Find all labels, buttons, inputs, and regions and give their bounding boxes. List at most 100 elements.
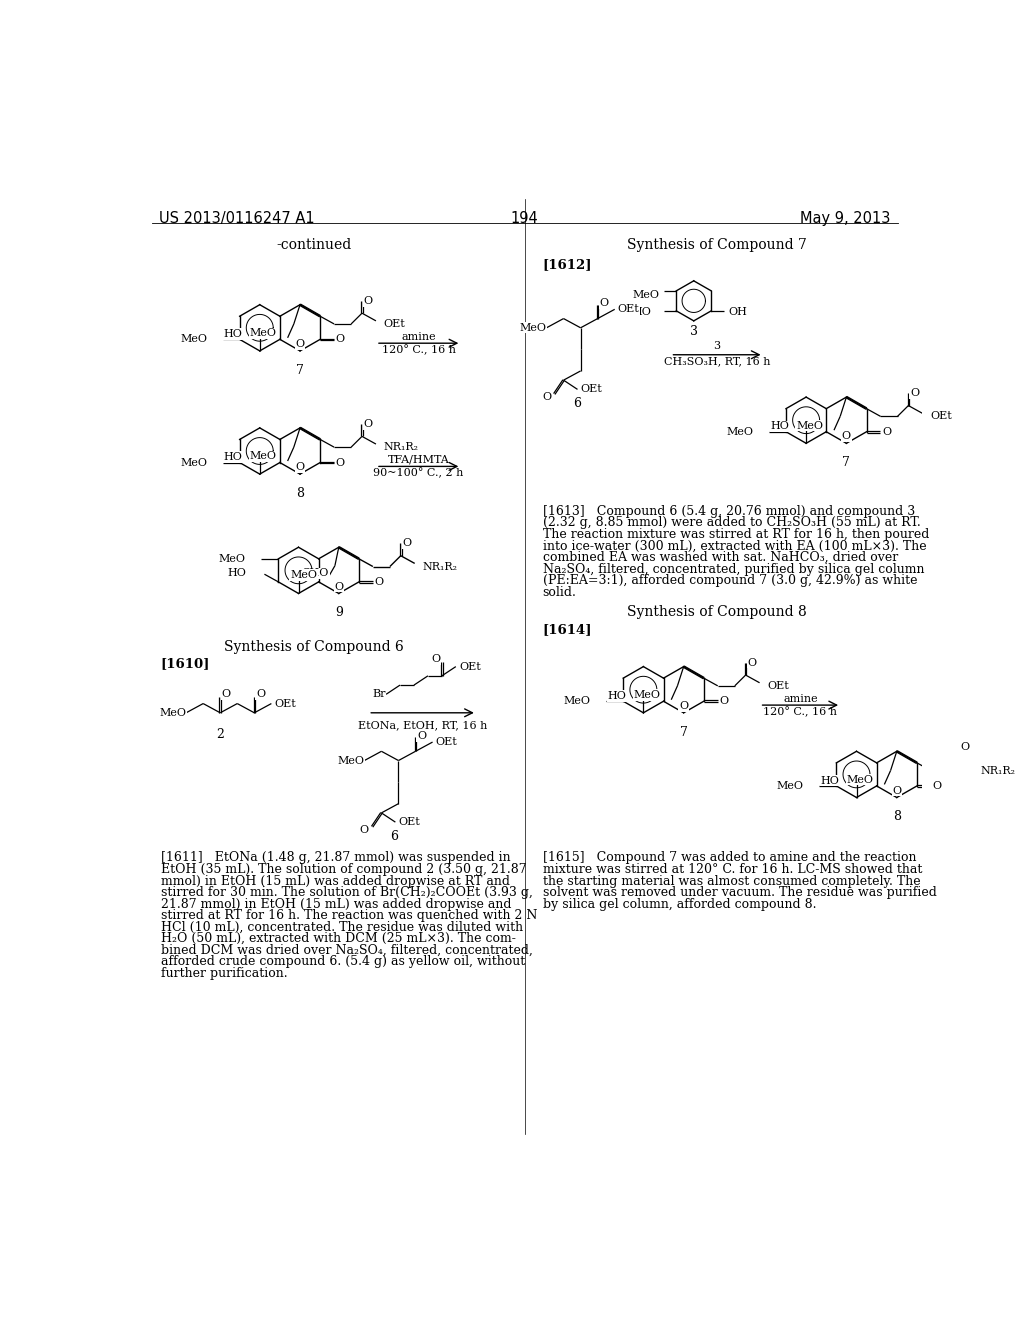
Text: O: O — [748, 657, 757, 668]
Text: [1613]   Compound 6 (5.4 g, 20.76 mmol) and compound 3: [1613] Compound 6 (5.4 g, 20.76 mmol) an… — [543, 506, 914, 517]
Text: HO: HO — [633, 308, 651, 317]
Text: MeO: MeO — [159, 708, 186, 718]
Text: afforded crude compound 6. (5.4 g) as yellow oil, without: afforded crude compound 6. (5.4 g) as ye… — [161, 956, 524, 969]
Text: TFA/HMTA: TFA/HMTA — [388, 455, 450, 465]
Text: OEt: OEt — [435, 737, 458, 747]
Text: HCl (10 mL), concentrated. The residue was diluted with: HCl (10 mL), concentrated. The residue w… — [161, 921, 522, 933]
Text: OEt: OEt — [398, 817, 420, 828]
Text: O: O — [599, 298, 608, 308]
Text: O: O — [334, 582, 343, 591]
Text: [1610]: [1610] — [161, 657, 210, 671]
Text: MeO: MeO — [519, 323, 547, 333]
Text: OEt: OEt — [617, 305, 640, 314]
Text: OEt: OEt — [459, 661, 480, 672]
Text: bined DCM was dried over Na₂SO₄, filtered, concentrated,: bined DCM was dried over Na₂SO₄, filtere… — [161, 944, 532, 957]
Text: HO: HO — [820, 776, 840, 785]
Text: solvent was removed under vacuum. The residue was purified: solvent was removed under vacuum. The re… — [543, 886, 937, 899]
Text: 8: 8 — [296, 487, 304, 500]
Text: O: O — [910, 388, 920, 399]
Text: 6: 6 — [572, 397, 581, 409]
Text: O: O — [359, 825, 369, 834]
Text: O: O — [336, 334, 345, 345]
Text: stirred at RT for 16 h. The reaction was quenched with 2 N: stirred at RT for 16 h. The reaction was… — [161, 909, 537, 923]
Text: MeO: MeO — [563, 696, 591, 706]
Text: Synthesis of Compound 7: Synthesis of Compound 7 — [627, 238, 807, 252]
Text: 120° C., 16 h: 120° C., 16 h — [382, 345, 456, 355]
Text: OEt: OEt — [581, 384, 602, 395]
Text: OEt: OEt — [767, 681, 790, 690]
Text: O: O — [431, 653, 440, 664]
Text: further purification.: further purification. — [161, 966, 287, 979]
Text: HO: HO — [607, 690, 627, 701]
Text: MeO: MeO — [632, 290, 659, 301]
Text: 7: 7 — [680, 726, 687, 739]
Text: solid.: solid. — [543, 586, 577, 599]
Text: O: O — [892, 785, 901, 796]
Text: 8: 8 — [893, 810, 901, 824]
Text: Synthesis of Compound 8: Synthesis of Compound 8 — [627, 605, 807, 619]
Text: OH: OH — [728, 308, 748, 317]
Text: MeO: MeO — [337, 755, 365, 766]
Text: Synthesis of Compound 6: Synthesis of Compound 6 — [224, 640, 403, 653]
Text: O: O — [542, 392, 551, 403]
Text: O: O — [933, 781, 942, 791]
Text: O: O — [961, 742, 970, 752]
Text: 90~100° C., 2 h: 90~100° C., 2 h — [374, 469, 464, 479]
Text: 3: 3 — [714, 341, 721, 351]
Text: (2.32 g, 8.85 mmol) were added to CH₂SO₃H (55 mL) at RT.: (2.32 g, 8.85 mmol) were added to CH₂SO₃… — [543, 516, 921, 529]
Text: NR₁R₂: NR₁R₂ — [980, 766, 1016, 776]
Text: MeO: MeO — [180, 458, 207, 467]
Text: O: O — [336, 458, 345, 467]
Text: 21.87 mmol) in EtOH (15 mL) was added dropwise and: 21.87 mmol) in EtOH (15 mL) was added dr… — [161, 898, 511, 911]
Text: O: O — [364, 296, 373, 306]
Text: 7: 7 — [296, 363, 304, 376]
Text: CH₃SO₃H, RT, 16 h: CH₃SO₃H, RT, 16 h — [664, 356, 770, 366]
Text: the starting material was almost consumed completely. The: the starting material was almost consume… — [543, 874, 921, 887]
Text: HO: HO — [227, 568, 246, 578]
Text: [1611]   EtONa (1.48 g, 21.87 mmol) was suspended in: [1611] EtONa (1.48 g, 21.87 mmol) was su… — [161, 851, 510, 865]
Text: NR₁R₂: NR₁R₂ — [423, 561, 458, 572]
Text: mmol) in EtOH (15 mL) was added dropwise at RT and: mmol) in EtOH (15 mL) was added dropwise… — [161, 874, 510, 887]
Text: -continued: -continued — [276, 238, 351, 252]
Text: EtOH (35 mL). The solution of compound 2 (3.50 g, 21.87: EtOH (35 mL). The solution of compound 2… — [161, 863, 526, 876]
Text: EtONa, EtOH, RT, 16 h: EtONa, EtOH, RT, 16 h — [357, 721, 487, 730]
Text: The reaction mixture was stirred at RT for 16 h, then poured: The reaction mixture was stirred at RT f… — [543, 528, 929, 541]
Text: OEt: OEt — [930, 412, 952, 421]
Text: O: O — [679, 701, 688, 711]
Text: HO: HO — [224, 329, 243, 339]
Text: combined EA was washed with sat. NaHCO₃, dried over: combined EA was washed with sat. NaHCO₃,… — [543, 552, 898, 564]
Text: May 9, 2013: May 9, 2013 — [800, 211, 891, 226]
Text: O: O — [256, 689, 265, 700]
Text: [1614]: [1614] — [543, 623, 592, 636]
Text: Br: Br — [372, 689, 386, 700]
Text: 2: 2 — [216, 727, 224, 741]
Text: HO: HO — [770, 421, 790, 432]
Text: by silica gel column, afforded compound 8.: by silica gel column, afforded compound … — [543, 898, 816, 911]
Text: OEt: OEt — [384, 319, 406, 329]
Text: MeO: MeO — [847, 775, 873, 785]
Text: MeO: MeO — [777, 781, 804, 791]
Text: O: O — [222, 689, 231, 700]
Text: MeO: MeO — [634, 690, 660, 700]
Text: OEt: OEt — [274, 698, 296, 709]
Text: 120° C., 16 h: 120° C., 16 h — [763, 706, 838, 717]
Text: 6: 6 — [390, 829, 398, 842]
Text: MeO: MeO — [219, 554, 246, 564]
Text: Na₂SO₄, filtered, concentrated, purified by silica gel column: Na₂SO₄, filtered, concentrated, purified… — [543, 562, 924, 576]
Text: HO: HO — [224, 453, 243, 462]
Text: O: O — [375, 577, 384, 587]
Text: NR₁R₂: NR₁R₂ — [384, 442, 419, 453]
Text: O: O — [296, 339, 304, 348]
Text: O: O — [296, 462, 304, 473]
Text: amine: amine — [783, 693, 817, 704]
Text: (PE:EA=3:1), afforded compound 7 (3.0 g, 42.9%) as white: (PE:EA=3:1), afforded compound 7 (3.0 g,… — [543, 574, 918, 587]
Text: MeO: MeO — [250, 451, 276, 462]
Text: MeO: MeO — [180, 334, 207, 345]
Text: O: O — [402, 539, 412, 548]
Text: O: O — [417, 731, 426, 741]
Text: stirred for 30 min. The solution of Br(CH₂)₂COOEt (3.93 g,: stirred for 30 min. The solution of Br(C… — [161, 886, 532, 899]
Text: mixture was stirred at 120° C. for 16 h. LC-MS showed that: mixture was stirred at 120° C. for 16 h.… — [543, 863, 922, 876]
Text: 7: 7 — [843, 455, 850, 469]
Text: MeO: MeO — [796, 421, 823, 430]
Text: 3: 3 — [690, 325, 697, 338]
